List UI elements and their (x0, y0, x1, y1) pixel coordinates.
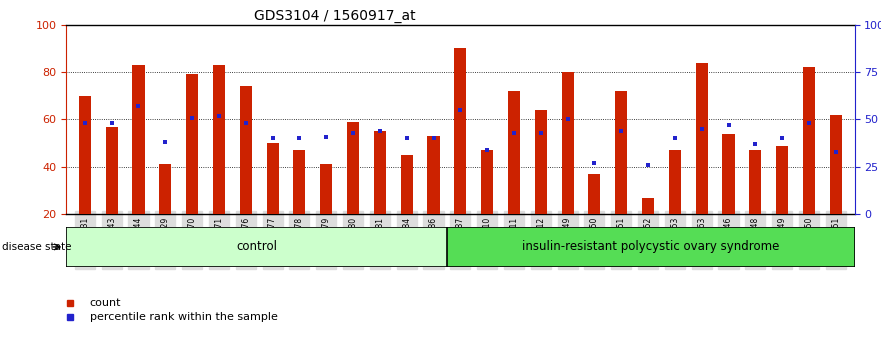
Bar (320, 165, 332, 214)
Text: insulin-resistant polycystic ovary syndrome: insulin-resistant polycystic ovary syndr… (522, 240, 780, 253)
Bar (481, 150, 493, 214)
Bar (722, 134, 735, 214)
Bar (561, 72, 574, 214)
Bar (830, 115, 842, 214)
Bar (776, 145, 788, 214)
Bar (78, 96, 91, 214)
Bar (427, 136, 440, 214)
Bar (696, 63, 707, 214)
Bar (186, 74, 198, 214)
Bar (240, 86, 252, 214)
Bar (615, 91, 627, 214)
Text: percentile rank within the sample: percentile rank within the sample (90, 312, 278, 322)
Bar (401, 155, 412, 214)
Bar (267, 143, 278, 214)
Bar (803, 67, 815, 214)
Bar (447, 227, 855, 267)
Bar (66, 227, 447, 267)
Bar (213, 65, 225, 214)
Bar (106, 127, 118, 214)
Bar (347, 122, 359, 214)
Bar (293, 150, 306, 214)
Bar (750, 150, 761, 214)
Bar (508, 91, 520, 214)
Text: disease state: disease state (2, 242, 71, 252)
Text: count: count (90, 298, 122, 308)
Bar (374, 131, 386, 214)
Bar (535, 110, 547, 214)
Bar (669, 150, 681, 214)
Bar (159, 165, 171, 214)
Bar (132, 65, 144, 214)
Bar (589, 174, 601, 214)
Text: control: control (236, 240, 277, 253)
Bar (455, 48, 466, 214)
Bar (642, 198, 654, 214)
Text: GDS3104 / 1560917_at: GDS3104 / 1560917_at (254, 9, 416, 23)
